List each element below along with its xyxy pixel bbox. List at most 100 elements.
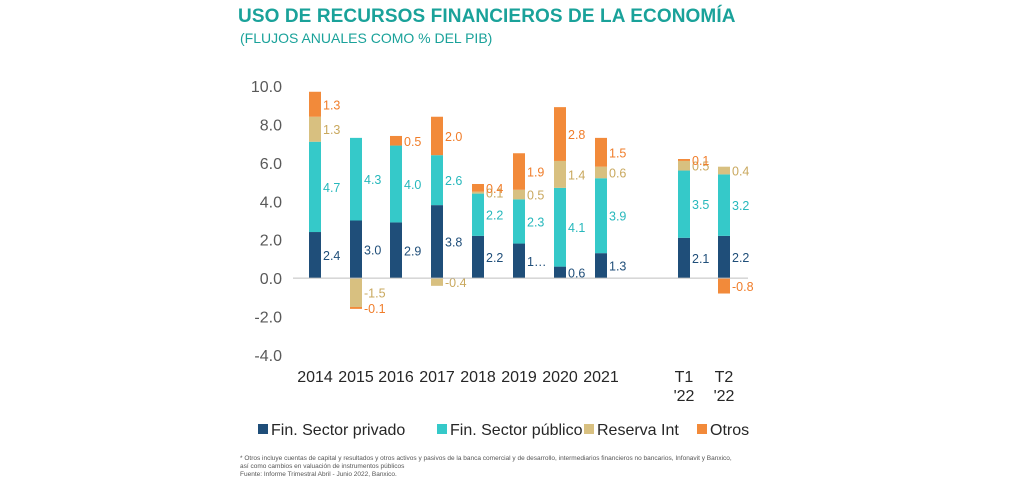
footnote-source: Fuente: Informe Trimestral Abril - Junio…	[240, 471, 397, 478]
y-tick-label: 8.0	[260, 117, 282, 134]
data-label: 0.5	[404, 135, 421, 149]
x-tick-label: 2016	[378, 369, 414, 386]
x-tick-label: 2015	[338, 369, 374, 386]
bar-segment	[678, 159, 690, 161]
bar-segment	[472, 235, 484, 279]
bar-segment	[309, 91, 321, 117]
bar-segment	[390, 222, 402, 279]
data-label: 3.2	[732, 199, 749, 213]
data-label: -1.5	[364, 287, 386, 301]
y-tick-label: 0.0	[260, 271, 282, 288]
bar-segment	[554, 107, 566, 161]
data-label: 3.8	[445, 236, 462, 250]
data-label: 1.3	[323, 98, 340, 112]
y-tick-label: 10.0	[251, 79, 282, 96]
legend-swatch	[697, 424, 707, 434]
data-label: 2.3	[527, 215, 544, 229]
y-tick-label: 2.0	[260, 233, 282, 250]
x-tick-label: T1	[675, 369, 694, 386]
bar-segment	[595, 166, 607, 179]
data-label: 1.4	[568, 168, 585, 182]
bar-segment	[472, 183, 484, 192]
x-tick-label: 2020	[542, 369, 578, 386]
y-tick-label: -4.0	[254, 348, 282, 365]
data-label: 0.5	[527, 189, 544, 203]
bar-segment	[309, 141, 321, 233]
data-label: 0.1	[486, 187, 503, 201]
bar-segment	[472, 191, 484, 194]
data-label: 1.3	[609, 260, 626, 274]
bar-segment	[513, 189, 525, 200]
data-label: 2.4	[323, 249, 340, 263]
bar-segment	[718, 235, 730, 279]
data-label: 2.2	[732, 251, 749, 265]
data-label: 2.6	[445, 174, 462, 188]
bar-segment	[431, 278, 443, 286]
bar-segment	[554, 160, 566, 188]
x-tick-label: 2018	[460, 369, 496, 386]
bar-segment	[472, 193, 484, 236]
legend-swatch	[258, 424, 268, 434]
x-tick-label: '22	[674, 388, 695, 405]
bar-segment	[554, 187, 566, 267]
legend-swatch	[437, 424, 447, 434]
bar-segment	[595, 137, 607, 167]
data-label: 4.3	[364, 173, 381, 187]
data-label: 2.2	[486, 251, 503, 265]
bar-segment	[554, 266, 566, 279]
bar-segment	[513, 243, 525, 279]
data-label: 2.8	[568, 128, 585, 142]
footnote-valuacion: así como cambios en valuación de instrum…	[240, 463, 405, 470]
legend-label: Otros	[710, 422, 749, 439]
data-label: 1…	[527, 255, 546, 269]
bar-segment	[678, 237, 690, 279]
data-label: 0.1	[692, 154, 709, 168]
data-label: 1.3	[323, 123, 340, 137]
bar-segment	[350, 306, 362, 309]
data-label: 4.0	[404, 178, 421, 192]
data-label: 2.9	[404, 244, 421, 258]
data-label: 3.9	[609, 210, 626, 224]
bar-segment	[431, 205, 443, 279]
data-label: -0.4	[445, 276, 467, 290]
bar-segment	[513, 199, 525, 244]
bar-segment	[309, 232, 321, 279]
data-label: 2.0	[445, 130, 462, 144]
footnote-otros: * Otros incluye cuentas de capital y res…	[240, 455, 732, 462]
data-label: 0.5	[692, 160, 709, 174]
data-label: 2.1	[692, 252, 709, 266]
legend-label: Fin. Sector público	[450, 422, 583, 439]
legend-label: Reserva Int	[597, 422, 679, 439]
data-label: 0.6	[568, 266, 585, 280]
x-tick-label: 2021	[583, 369, 619, 386]
bar-segment	[513, 153, 525, 190]
data-label: -0.8	[732, 280, 754, 294]
bar-segment	[718, 166, 730, 175]
y-tick-label: -2.0	[254, 310, 282, 327]
x-tick-label: T2	[715, 369, 734, 386]
legend-swatch	[584, 424, 594, 434]
data-label: 4.7	[323, 181, 340, 195]
x-tick-label: 2014	[297, 369, 333, 386]
chart-subtitle: (FLUJOS ANUALES COMO % DEL PIB)	[240, 30, 493, 46]
data-label: 1.5	[609, 146, 626, 160]
data-label: 1.9	[527, 166, 544, 180]
y-tick-label: 6.0	[260, 156, 282, 173]
bar-segment	[390, 135, 402, 146]
data-label: 0.4	[732, 165, 749, 179]
bar-segment	[350, 220, 362, 279]
bar-segment	[431, 116, 443, 156]
bar-segment	[678, 170, 690, 238]
bar-segment	[390, 145, 402, 223]
bar-segment	[309, 116, 321, 142]
bar-segment	[678, 160, 690, 171]
data-label: 3.0	[364, 243, 381, 257]
data-label: 0.4	[486, 182, 503, 196]
x-tick-label: '22	[714, 388, 735, 405]
x-tick-label: 2017	[419, 369, 455, 386]
data-label: 0.6	[609, 166, 626, 180]
bar-segment	[431, 155, 443, 206]
bar-segment	[350, 137, 362, 221]
y-tick-label: 4.0	[260, 194, 282, 211]
